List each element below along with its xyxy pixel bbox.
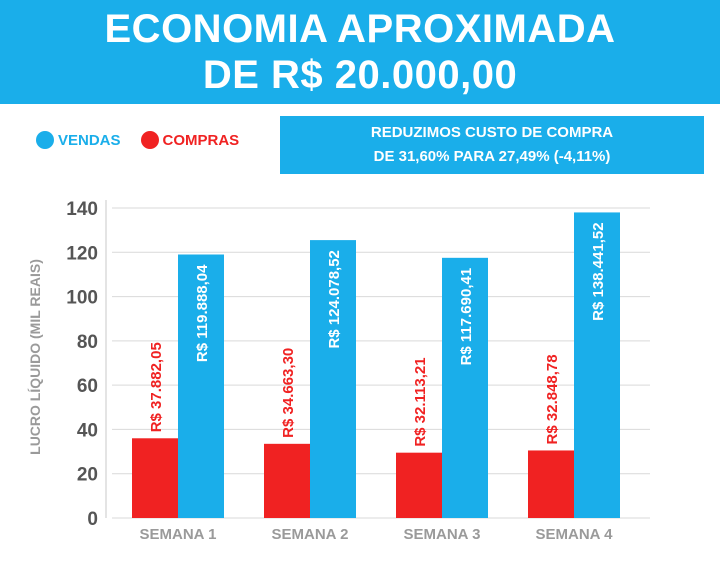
- legend-dot-compras: [140, 131, 159, 149]
- y-tick-label: 100: [66, 288, 98, 309]
- note-banner: REDUZIMOS CUSTO DE COMPRA DE 31,60% PARA…: [280, 116, 704, 174]
- bar-vendas: [574, 212, 620, 518]
- y-tick-label: 80: [77, 332, 98, 353]
- legend-item-vendas: VENDAS: [36, 131, 121, 149]
- bar-compras: [264, 443, 310, 518]
- bar-compras: [528, 450, 574, 518]
- y-tick-label: 140: [66, 199, 98, 220]
- legend-item-compras: COMPRAS: [140, 131, 240, 149]
- y-axis-label: LUCRO LÍQUIDO (MIL REAIS): [27, 259, 43, 455]
- data-label-compras: R$ 34.663,30: [280, 348, 297, 438]
- title-banner: ECONOMIA APROXIMADA DE R$ 20.000,00: [0, 0, 720, 104]
- x-tick-label: SEMANA 3: [404, 526, 481, 543]
- data-label-compras: R$ 32.848,78: [544, 354, 561, 444]
- data-label-vendas: R$ 138.441,52: [590, 222, 607, 320]
- data-label-compras: R$ 37.882,05: [148, 342, 165, 432]
- title-line-2: DE R$ 20.000,00: [202, 53, 518, 97]
- bar-compras: [132, 438, 178, 518]
- bar-compras: [396, 452, 442, 518]
- x-tick-label: SEMANA 4: [536, 526, 614, 543]
- note-line-2: DE 31,60% PARA 27,49% (-4,11%): [373, 148, 611, 165]
- data-label-vendas: R$ 119.888,04: [194, 264, 211, 362]
- bar-vendas: [178, 254, 224, 518]
- y-tick-label: 0: [87, 509, 98, 530]
- data-label-compras: R$ 32.113,21: [412, 357, 429, 446]
- bar-vendas: [442, 257, 488, 518]
- y-tick-label: 120: [66, 243, 98, 264]
- data-label-vendas: R$ 117.690,41: [458, 268, 475, 366]
- note-line-1: REDUZIMOS CUSTO DE COMPRA: [370, 124, 614, 141]
- legend-label-compras: COMPRAS: [162, 131, 240, 149]
- x-tick-label: SEMANA 2: [272, 526, 349, 543]
- y-tick-label: 20: [77, 465, 98, 486]
- legend-dot-vendas: [36, 131, 54, 149]
- data-label-vendas: R$ 124.078,52: [326, 250, 343, 348]
- x-tick-label: SEMANA 1: [140, 526, 217, 543]
- y-tick-label: 40: [77, 420, 98, 441]
- legend-label-vendas: VENDAS: [58, 131, 121, 149]
- bar-vendas: [310, 240, 356, 518]
- legend: VENDAS COMPRAS: [36, 131, 259, 149]
- title-line-1: ECONOMIA APROXIMADA: [104, 7, 616, 51]
- y-tick-label: 60: [77, 376, 98, 397]
